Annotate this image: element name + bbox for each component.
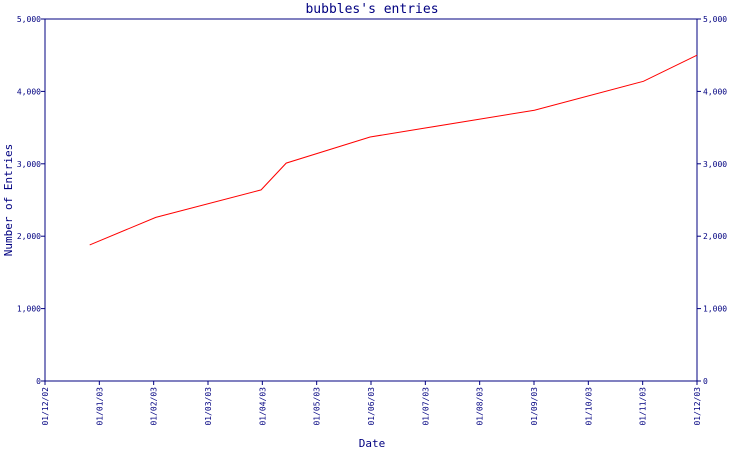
x-tick-label: 01/12/02 [41, 387, 50, 426]
y-tick-label-left: 5,000 [17, 15, 41, 24]
x-axis: 01/12/02 01/01/03 01/02/03 01/03/03 01/04/03… [41, 381, 702, 426]
plot-frame [44, 18, 698, 382]
chart-title: bubbles's entries [305, 2, 438, 17]
y-tick-label-left: 0 [36, 377, 41, 386]
x-tick-label: 01/08/03 [476, 387, 485, 426]
x-tick-label: 01/12/03 [693, 387, 702, 426]
x-tick-label: 01/10/03 [584, 387, 593, 426]
x-tick-label: 01/04/03 [258, 387, 267, 426]
y-tick-label-left: 3,000 [17, 160, 41, 169]
y-axis-left: 0 1,000 2,000 3,000 4,000 5,000 [17, 15, 45, 386]
y-axis-label: Number of Entries [2, 144, 15, 257]
series-line [89, 54, 698, 246]
x-tick-label: 01/07/03 [421, 387, 430, 426]
y-tick-label-right: 0 [703, 377, 708, 386]
x-tick-label: 01/03/03 [204, 387, 213, 426]
y-axis-right: 0 1,000 2,000 3,000 4,000 5,000 [697, 15, 727, 386]
y-tick-label-right: 2,000 [703, 232, 727, 241]
y-tick-label-right: 3,000 [703, 160, 727, 169]
y-tick-label-right: 4,000 [703, 87, 727, 96]
y-tick-label-right: 1,000 [703, 305, 727, 314]
x-tick-label: 01/02/03 [150, 387, 159, 426]
x-tick-label: 01/06/03 [367, 387, 376, 426]
x-tick-label: 01/09/03 [530, 387, 539, 426]
x-tick-label: 01/01/03 [95, 387, 104, 426]
x-tick-label: 01/11/03 [639, 387, 648, 426]
y-tick-label-left: 2,000 [17, 232, 41, 241]
series-layer [89, 54, 698, 246]
y-tick-label-right: 5,000 [703, 15, 727, 24]
y-tick-label-left: 4,000 [17, 87, 41, 96]
x-axis-label: Date [359, 437, 386, 450]
x-tick-label: 01/05/03 [313, 387, 322, 426]
y-tick-label-left: 1,000 [17, 305, 41, 314]
